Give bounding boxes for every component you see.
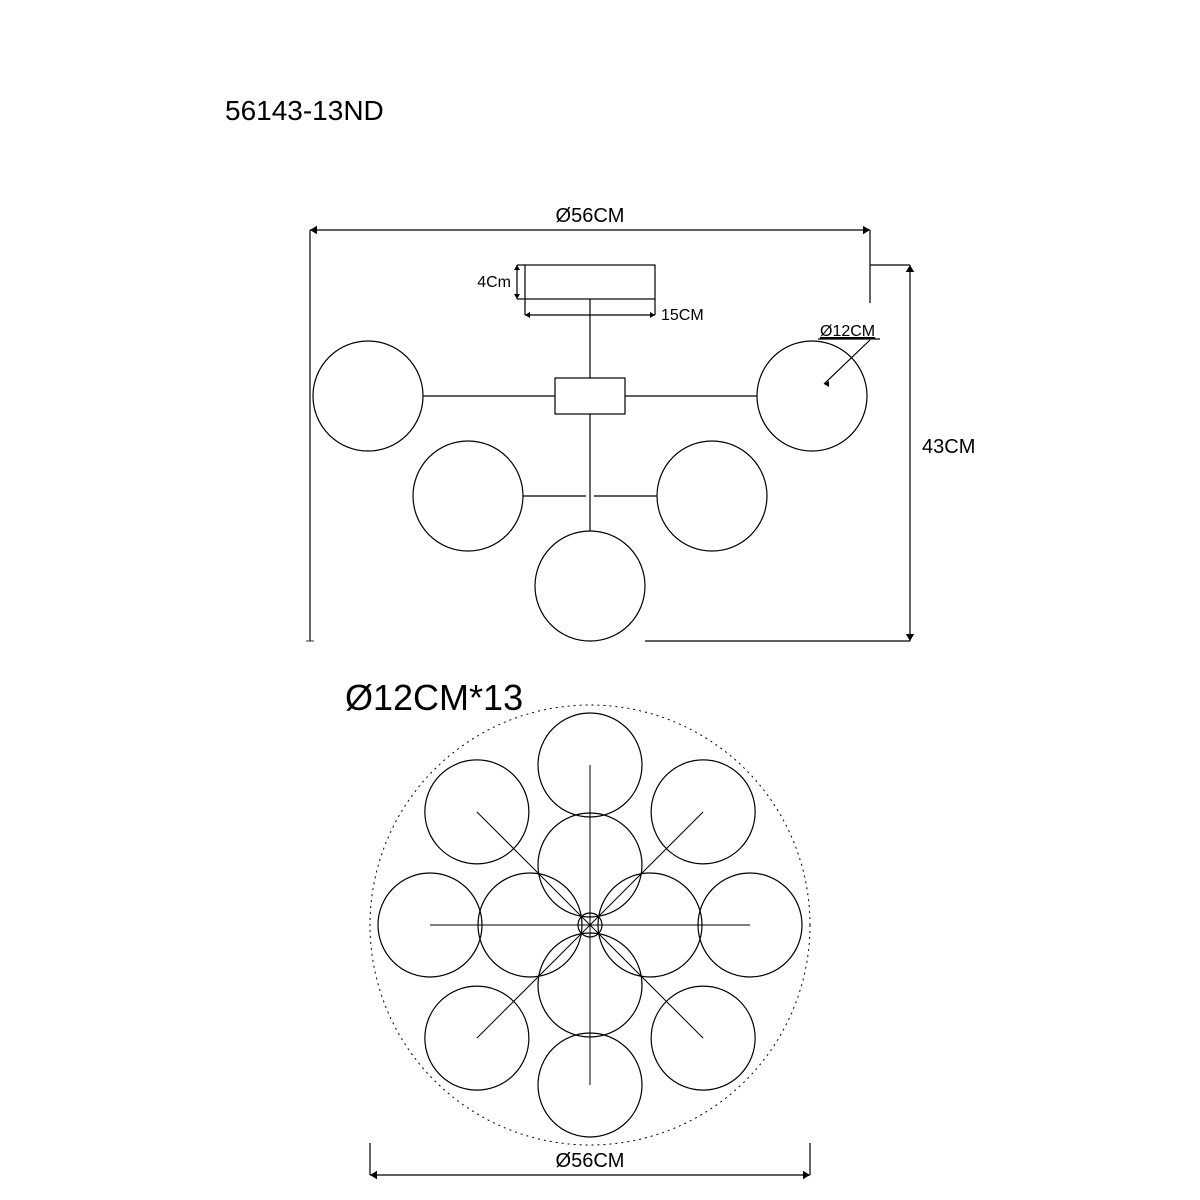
- label-dia-bottom: Ø56CM: [556, 1150, 625, 1172]
- product-code: 56143-13ND: [225, 95, 384, 126]
- label-dia-12: Ø12CM: [820, 323, 875, 340]
- label-4cm: 4Cm: [477, 274, 511, 291]
- label-43cm: 43CM: [922, 436, 975, 458]
- label-dia-top: Ø56CM: [556, 205, 625, 227]
- label-15cm: 15CM: [661, 307, 704, 324]
- label-globe-spec: Ø12CM*13: [345, 677, 523, 718]
